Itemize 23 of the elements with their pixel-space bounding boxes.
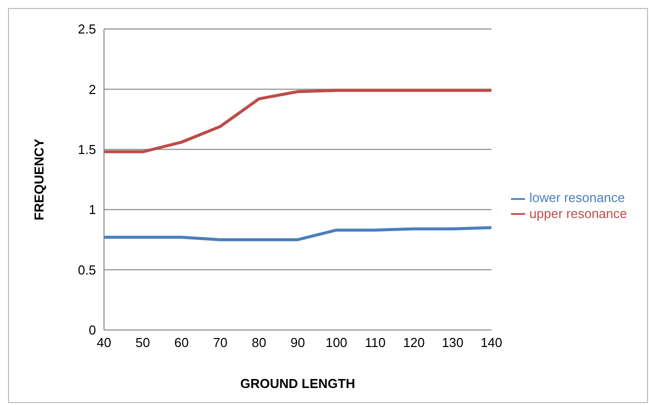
x-tick-label: 80: [252, 335, 266, 350]
x-axis-title: GROUND LENGTH: [240, 376, 356, 391]
y-tick-label: 1: [88, 202, 96, 218]
line-series: [102, 88, 493, 154]
y-tick-label: 1.5: [78, 142, 96, 158]
x-tick-label: 120: [403, 335, 425, 350]
y-axis-title: FREQUENCY: [32, 138, 47, 220]
x-tick-label: 90: [290, 335, 305, 350]
x-tick-label: 130: [442, 335, 464, 350]
x-tick-label: 50: [136, 335, 150, 350]
x-tick-label: 100: [326, 335, 348, 350]
x-tick-label: 110: [364, 335, 386, 350]
x-tick-label: 60: [174, 335, 189, 350]
legend-label: upper resonance: [529, 206, 627, 220]
y-tick-label: 2.5: [78, 22, 96, 37]
y-tick-label: 2: [88, 82, 96, 97]
x-tick-label: 70: [212, 335, 228, 350]
x-tick-label: 140: [480, 335, 502, 350]
x-tick-label: 40: [96, 335, 112, 350]
legend-label: lower resonance: [529, 190, 625, 205]
y-tick-label: 0: [88, 322, 96, 338]
y-tick-label: 0.5: [78, 262, 96, 278]
line-series: [102, 226, 493, 242]
